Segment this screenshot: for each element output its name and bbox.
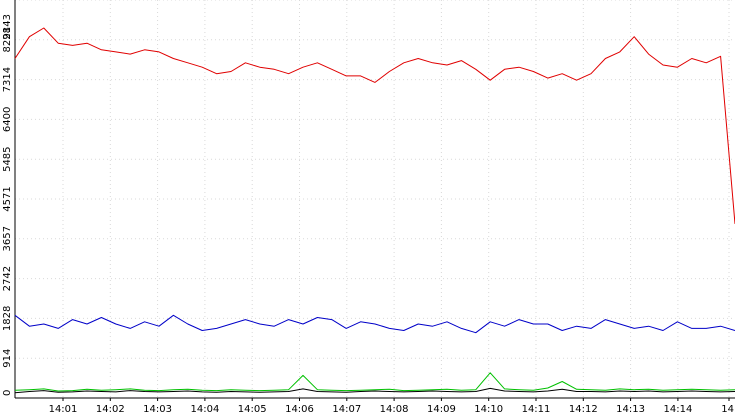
y-tick-label: 7314 <box>2 67 13 92</box>
x-tick-label: 14:08 <box>380 404 409 415</box>
x-tick-label: 14:09 <box>427 404 456 415</box>
y-tick-label: 2742 <box>2 266 13 291</box>
y-tick-label: 914 <box>2 349 13 368</box>
x-tick-label: 14:06 <box>285 404 314 415</box>
x-tick-label: 14:14 <box>663 404 692 415</box>
x-tick-label: 14:10 <box>474 404 503 415</box>
x-tick-label: 14:02 <box>96 404 125 415</box>
y-tick-label: 0 <box>2 390 13 396</box>
x-tick-label: 14:13 <box>616 404 645 415</box>
series-line-4 <box>14 387 735 394</box>
y-tick-label: 1828 <box>2 306 13 331</box>
y-tick-label: 6400 <box>2 107 13 132</box>
series-line-2 <box>14 314 735 334</box>
y-tick-label: 8228 <box>2 27 13 52</box>
axes <box>14 0 735 399</box>
y-tick-label: 5485 <box>2 146 13 171</box>
x-tick-label: 14:11 <box>522 404 551 415</box>
y-tick-label: 9143 <box>2 14 13 39</box>
x-tick-label: 14 <box>721 404 734 415</box>
x-tick-label: 14:04 <box>190 404 219 415</box>
series-lines <box>14 27 735 394</box>
gridlines <box>15 0 735 398</box>
x-tick-label: 14:12 <box>569 404 598 415</box>
y-tick-label: 3657 <box>2 226 13 251</box>
x-tick-label: 14:05 <box>238 404 267 415</box>
x-tick-label: 14:07 <box>332 404 361 415</box>
series-line-1 <box>14 27 735 224</box>
y-tick-label: 4571 <box>2 186 13 211</box>
series-line-3 <box>14 372 735 392</box>
x-tick-label: 14:01 <box>49 404 78 415</box>
x-tick-label: 14:03 <box>143 404 172 415</box>
x-tick-labels: 14:01 14:02 14:03 14:04 14:05 14:06 14:07 14:08… <box>49 398 734 415</box>
